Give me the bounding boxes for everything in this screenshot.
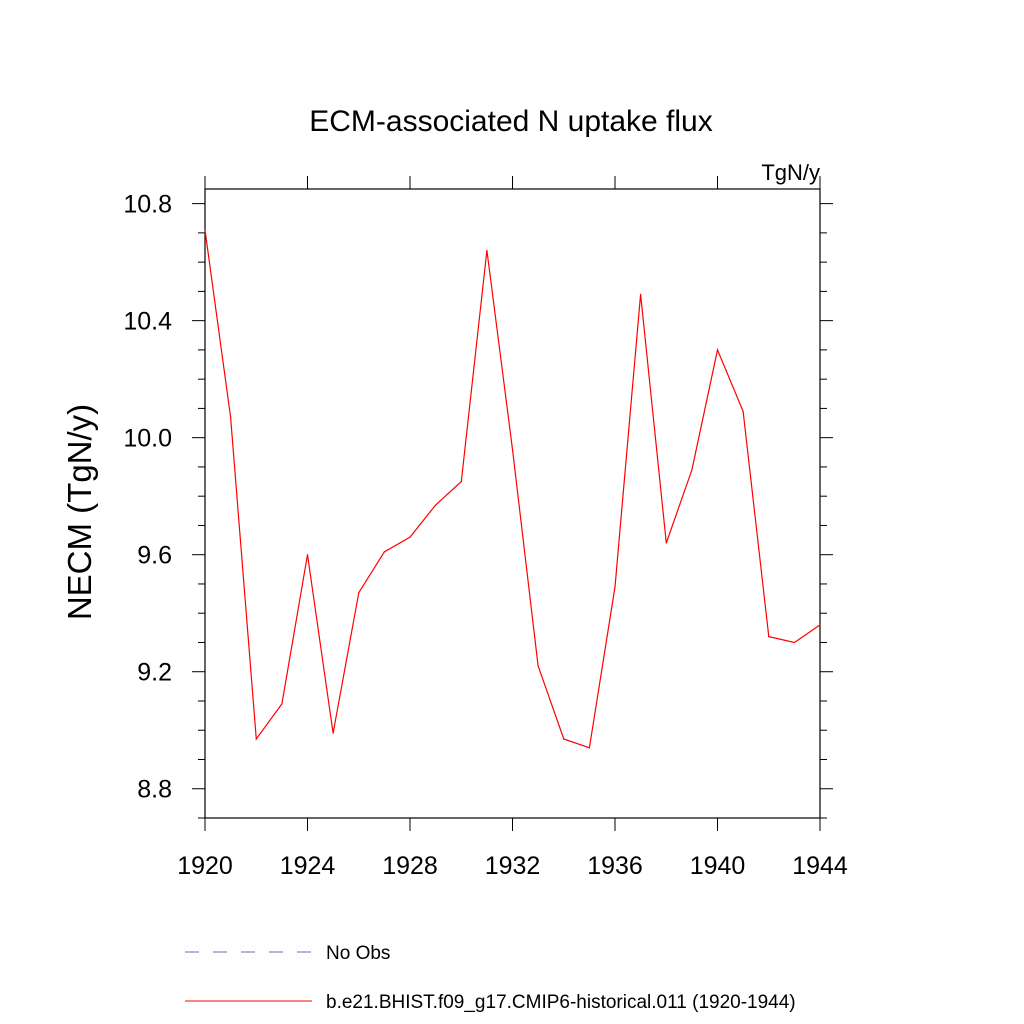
y-tick-label: 9.6 <box>137 542 172 570</box>
data-point <box>511 448 514 450</box>
y-axis: 8.8 9.2 9.6 10.0 10.4 10.8 <box>123 191 833 819</box>
legend: No Obs b.e21.BHIST.f09_g17.CMIP6-historic… <box>185 943 796 1013</box>
data-point <box>383 551 385 553</box>
legend-label: No Obs <box>326 943 390 964</box>
data-point <box>255 738 257 740</box>
data-point <box>691 469 693 471</box>
plot-border <box>204 188 821 819</box>
x-tick-label: 1920 <box>177 852 233 880</box>
data-point <box>614 586 616 588</box>
x-tick-label: 1932 <box>485 852 541 880</box>
y-tick-label: 10.0 <box>123 425 172 453</box>
series-layer <box>204 229 821 749</box>
data-point <box>306 554 309 556</box>
data-point <box>716 349 719 351</box>
data-point <box>768 636 770 638</box>
data-point <box>640 293 642 295</box>
data-point <box>460 480 462 483</box>
y-tick-label: 8.8 <box>137 776 172 804</box>
data-point <box>409 536 411 538</box>
data-point <box>665 542 667 544</box>
data-point <box>230 416 232 418</box>
data-point <box>793 641 795 644</box>
x-axis: 1920 1924 1928 1932 1936 1940 1944 <box>177 176 848 880</box>
plot-area <box>204 188 821 819</box>
x-tick-label: 1940 <box>690 852 746 880</box>
x-tick-label: 1936 <box>587 852 643 880</box>
data-point <box>486 249 488 252</box>
x-tick-label: 1944 <box>792 852 848 880</box>
data-point <box>204 229 206 231</box>
y-tick-label: 10.8 <box>123 191 172 219</box>
data-point <box>281 703 283 705</box>
legend-label: b.e21.BHIST.f09_g17.CMIP6-historical.011… <box>326 992 796 1013</box>
data-point <box>588 747 590 749</box>
data-point <box>742 410 744 412</box>
data-point <box>358 592 360 594</box>
x-tick-label: 1928 <box>382 852 438 880</box>
y-tick-label: 9.2 <box>137 659 172 687</box>
y-axis-label: NECM (TgN/y) <box>61 404 98 620</box>
data-point <box>563 738 565 740</box>
y-tick-label: 10.4 <box>123 308 172 336</box>
x-tick-label: 1924 <box>280 852 336 880</box>
data-point <box>435 504 437 506</box>
data-point <box>332 732 334 734</box>
data-point <box>537 665 539 667</box>
data-point <box>819 624 821 626</box>
units-label: TgN/y <box>761 160 820 185</box>
chart-title: ECM-associated N uptake flux <box>309 105 713 138</box>
series-line <box>204 229 821 749</box>
